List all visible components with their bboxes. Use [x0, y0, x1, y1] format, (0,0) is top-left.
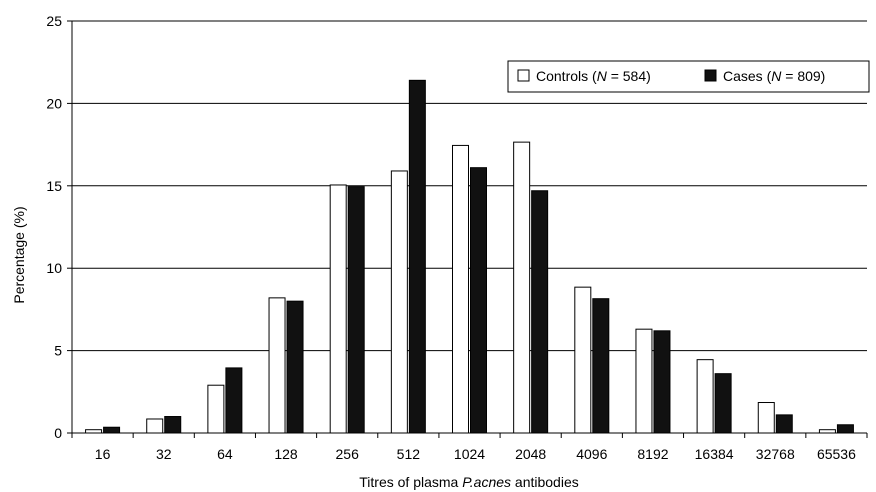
bar-controls: [513, 141, 531, 434]
legend-label-controls: Controls (N = 584): [536, 68, 651, 84]
legend-cases-var: N: [771, 68, 782, 84]
bar-cases: [653, 330, 671, 434]
gridlines: [72, 20, 867, 352]
x-axis-title-italic: P.acnes: [462, 474, 511, 490]
bar-cases: [286, 300, 304, 434]
legend: Controls (N = 584) Cases (N = 809): [507, 60, 870, 93]
bar-controls: [635, 328, 653, 434]
x-tick-label: 32768: [756, 446, 795, 462]
x-tick-label: 16384: [695, 446, 734, 462]
x-tick-label: 1024: [454, 446, 485, 462]
bar-controls: [574, 286, 592, 434]
x-tick-label: 64: [217, 446, 233, 462]
bar-cases: [408, 79, 426, 434]
x-tick-label: 65536: [817, 446, 856, 462]
x-tick-label: 256: [336, 446, 360, 462]
bar-cases: [164, 416, 182, 434]
legend-label-cases: Cases (N = 809): [723, 68, 825, 84]
bar-cases: [775, 414, 793, 434]
legend-cases-suffix: = 809): [781, 68, 825, 84]
y-tick-labels: 0 5 10 15 20 25: [46, 13, 62, 441]
x-tick-label: 2048: [515, 446, 546, 462]
bar-cases: [225, 367, 243, 434]
x-tick-labels: 16 32 64 128 256 512 1024 2048 4096 8192 16384 3276…: [95, 446, 856, 462]
bar-controls: [207, 384, 225, 434]
bars: [85, 79, 854, 434]
x-tick-label: 8192: [637, 446, 668, 462]
x-tick-label: 16: [95, 446, 111, 462]
y-axis-title: Percentage (%): [11, 206, 27, 303]
y-tick-label: 5: [54, 343, 62, 359]
bar-controls: [329, 184, 347, 434]
legend-cases-prefix: Cases (: [723, 68, 772, 84]
legend-controls-suffix: = 584): [607, 68, 651, 84]
bar-cases: [103, 426, 121, 434]
legend-swatch-controls: [517, 69, 530, 82]
bar-cases: [592, 298, 610, 434]
bar-cases: [531, 190, 549, 434]
legend-controls-prefix: Controls (: [536, 68, 597, 84]
legend-controls-var: N: [597, 68, 608, 84]
legend-swatch-cases: [704, 69, 717, 82]
x-axis-title-suffix: antibodies: [511, 474, 579, 490]
axes: [67, 20, 868, 438]
bar-cases: [836, 424, 854, 434]
x-tick-label: 4096: [576, 446, 607, 462]
y-tick-label: 25: [46, 13, 62, 29]
bar-controls: [757, 402, 775, 434]
x-axis-title-prefix: Titres of plasma: [359, 474, 462, 490]
y-tick-label: 15: [46, 178, 62, 194]
bar-controls: [390, 170, 408, 434]
bar-cases: [347, 186, 365, 434]
bar-controls: [452, 144, 469, 434]
bar-controls: [146, 418, 164, 434]
bar-cases: [470, 167, 487, 434]
y-tick-label: 0: [54, 425, 62, 441]
x-tick-label: 128: [274, 446, 298, 462]
y-tick-label: 10: [46, 260, 62, 276]
y-tick-label: 20: [46, 95, 62, 111]
bar-cases: [714, 373, 732, 434]
bar-controls: [696, 359, 714, 434]
legend-box: [507, 60, 870, 93]
x-tick-label: 32: [156, 446, 172, 462]
x-axis-title: Titres of plasma P.acnes antibodies: [359, 474, 578, 490]
x-tick-label: 512: [397, 446, 421, 462]
bar-controls: [268, 297, 286, 434]
